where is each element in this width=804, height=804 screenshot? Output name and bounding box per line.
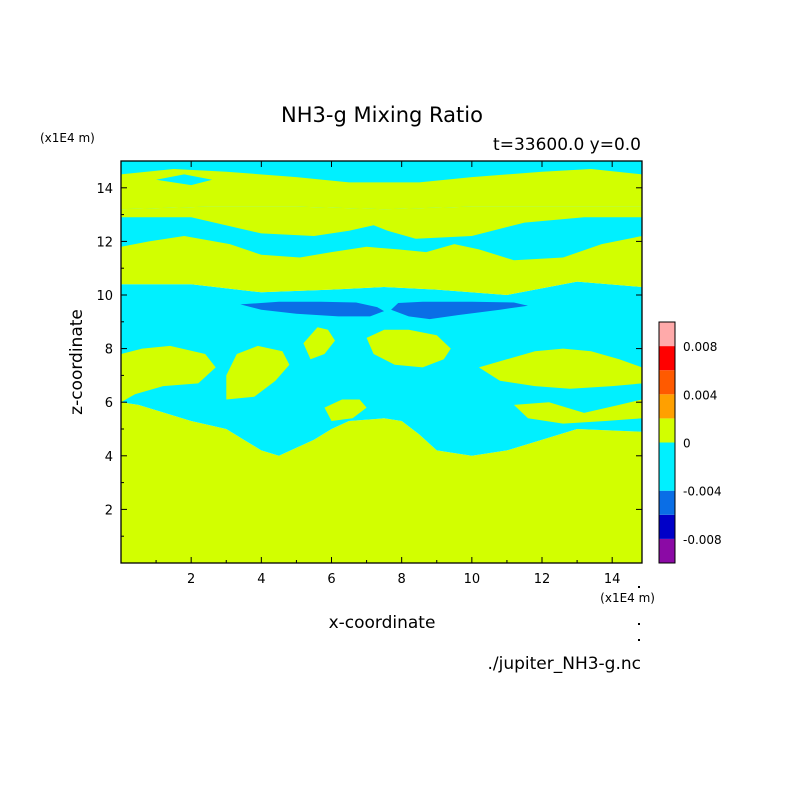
x-tick-label: 14 — [604, 572, 621, 587]
contour-region-left-dark-lens — [240, 301, 385, 317]
x-tick-label: 8 — [398, 572, 406, 587]
colorbar-tick-label: -0.008 — [683, 533, 722, 547]
colorbar-tick-label: 0 — [683, 437, 691, 451]
x-unit-label: (x1E4 m) — [600, 591, 655, 605]
colorbar-swatch — [659, 370, 675, 395]
contour-region-right-mid-blob — [478, 348, 642, 389]
x-tick-label: 6 — [327, 572, 335, 587]
contour-region-cyan-mid-zone — [121, 281, 642, 456]
plot-frame — [120, 160, 643, 564]
x-axis-ticks: 2 4 6 8 10 12 14 — [155, 161, 621, 587]
chart-subtitle: t=33600.0 y=0.0 — [493, 135, 641, 155]
contour-region-center-right-mid-blob — [366, 329, 451, 368]
y-axis-label: z-coordinate — [67, 309, 87, 415]
colorbar-swatch — [659, 514, 675, 539]
colorbar: 0.008 0.004 0 -0.004 -0.008 — [658, 321, 722, 564]
colorbar-swatch — [659, 442, 675, 491]
colorbar-swatch — [659, 394, 675, 419]
colorbar-tick-label: -0.004 — [683, 485, 722, 499]
colorbar-tick-label: 0.004 — [683, 388, 717, 402]
colorbar-swatch — [659, 490, 675, 515]
x-tick-label: 4 — [257, 572, 265, 587]
contour-region-center-left-mid-blob — [226, 345, 290, 400]
y-tick-label: 6 — [105, 396, 113, 411]
contour-region-lower-positive-zone — [121, 402, 642, 563]
contour-region-center-lower-arm — [324, 399, 367, 421]
colorbar-swatch — [659, 322, 675, 347]
y-axis-ticks: 2 4 6 8 10 12 14 — [96, 160, 642, 537]
source-file-label: ./jupiter_NH3-g.nc — [487, 654, 641, 674]
x-tick-label: 12 — [534, 572, 551, 587]
y-tick-label: 12 — [96, 235, 113, 250]
colorbar-tick-label: 0.008 — [683, 340, 717, 354]
y-unit-label: (x1E4 m) — [40, 131, 95, 145]
decorative-dots — [638, 586, 640, 641]
y-tick-label: 10 — [96, 289, 113, 304]
y-tick-label: 8 — [105, 343, 113, 358]
colorbar-swatch — [659, 418, 675, 443]
x-tick-label: 10 — [464, 572, 481, 587]
y-tick-label: 2 — [105, 503, 113, 518]
contour-region-right-dark-lens — [391, 301, 528, 320]
y-tick-label: 14 — [96, 182, 113, 197]
contour-region-left-mid-blob — [121, 345, 216, 403]
contour-region-upper-cyan-arc — [121, 217, 642, 261]
contour-region-center-small-blob — [303, 327, 335, 360]
contour-region-top-cyan-holes — [156, 174, 213, 186]
plot-area — [120, 160, 643, 564]
x-tick-label: 2 — [187, 572, 195, 587]
chart-title: NH3-g Mixing Ratio — [281, 103, 483, 127]
colorbar-frame — [658, 321, 676, 564]
colorbar-swatch — [659, 538, 675, 563]
contour-region-right-lower-arm — [513, 399, 642, 424]
x-axis-label: x-coordinate — [329, 613, 436, 633]
y-tick-label: 4 — [105, 450, 113, 465]
colorbar-swatch — [659, 346, 675, 371]
contour-region-top-yellow-strip — [121, 169, 642, 210]
